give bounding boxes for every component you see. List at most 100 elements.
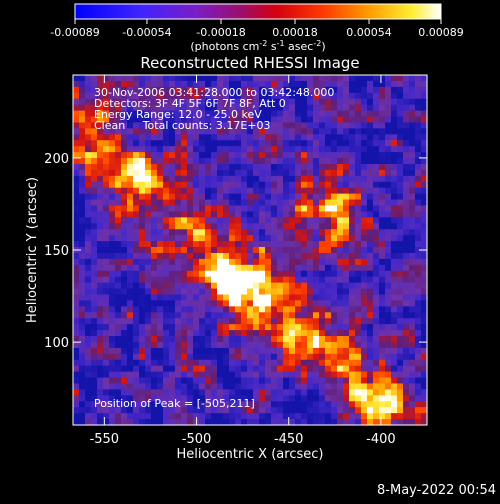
heatmap-cell [385, 377, 392, 385]
heatmap-cell [217, 146, 224, 153]
heatmap-cell [139, 140, 146, 147]
heatmap-cell [223, 306, 230, 313]
heatmap-cell [157, 122, 164, 129]
heatmap-cell [175, 128, 182, 135]
heatmap-cell [205, 134, 212, 141]
heatmap-cell [367, 211, 374, 218]
heatmap-cell [187, 247, 194, 254]
heatmap-cell [199, 134, 206, 141]
heatmap-cell [277, 258, 284, 266]
heatmap-cell [235, 341, 242, 349]
heatmap-cell [271, 365, 278, 373]
heatmap-cell [259, 395, 266, 402]
heatmap-cell [181, 181, 188, 189]
heatmap-cell [73, 199, 80, 207]
heatmap-cell [175, 419, 182, 426]
heatmap-cell [253, 264, 260, 272]
heatmap-cell [259, 347, 266, 355]
heatmap-cell [133, 377, 140, 385]
heatmap-cell [385, 252, 392, 260]
heatmap-cell [415, 419, 422, 426]
heatmap-cell [145, 86, 152, 94]
heatmap-cell [109, 92, 116, 100]
heatmap-cell [163, 175, 170, 183]
heatmap-cell [283, 336, 290, 343]
heatmap-cell [85, 187, 92, 195]
heatmap-cell [421, 294, 428, 302]
heatmap-cell [193, 86, 200, 94]
heatmap-cell [199, 217, 206, 224]
heatmap-cell [133, 98, 140, 106]
heatmap-cell [151, 413, 158, 420]
heatmap-cell [103, 300, 110, 307]
heatmap-cell [121, 223, 128, 230]
heatmap-cell [415, 98, 422, 106]
heatmap-cell [133, 75, 140, 82]
heatmap-cell [259, 336, 266, 343]
heatmap-cell [139, 365, 146, 373]
heatmap-cell [163, 223, 170, 230]
heatmap-cell [295, 163, 302, 171]
heatmap-cell [163, 395, 170, 402]
heatmap-cell [355, 288, 362, 296]
heatmap-cell [205, 282, 212, 290]
heatmap-cell [361, 282, 368, 290]
heatmap-cell [91, 247, 98, 254]
heatmap-cell [121, 86, 128, 94]
heatmap-cell [79, 98, 86, 106]
heatmap-cell [121, 347, 128, 355]
heatmap-cell [79, 140, 86, 147]
heatmap-cell [391, 235, 398, 242]
heatmap-cell [205, 306, 212, 313]
heatmap-cell [409, 276, 416, 284]
heatmap-cell [331, 413, 338, 420]
heatmap-cell [97, 193, 104, 201]
heatmap-cell [319, 229, 326, 236]
heatmap-cell [175, 235, 182, 242]
heatmap-cell [355, 264, 362, 272]
heatmap-cell [121, 128, 128, 135]
heatmap-cell [379, 205, 386, 213]
heatmap-cell [265, 318, 272, 325]
heatmap-cell [361, 169, 368, 177]
heatmap-cell [265, 187, 272, 195]
heatmap-cell [325, 110, 332, 118]
heatmap-cell [163, 407, 170, 414]
heatmap-cell [229, 187, 236, 195]
heatmap-cell [193, 276, 200, 284]
heatmap-cell [109, 181, 116, 189]
heatmap-cell [289, 116, 296, 124]
heatmap-cell [169, 134, 176, 141]
heatmap-cell [313, 247, 320, 254]
heatmap-cell [259, 359, 266, 367]
heatmap-cell [253, 98, 260, 106]
heatmap-cell [187, 146, 194, 153]
heatmap-cell [403, 223, 410, 230]
heatmap-cell [121, 152, 128, 159]
heatmap-cell [397, 377, 404, 385]
heatmap-cell [277, 347, 284, 355]
heatmap-cell [103, 223, 110, 230]
heatmap-cell [79, 110, 86, 118]
heatmap-cell [139, 312, 146, 319]
heatmap-cell [355, 128, 362, 135]
heatmap-cell [253, 211, 260, 218]
heatmap-cell [355, 110, 362, 118]
heatmap-cell [109, 353, 116, 361]
heatmap-cell [391, 163, 398, 171]
heatmap-cell [307, 110, 314, 118]
heatmap-cell [397, 75, 404, 82]
heatmap-cell [115, 282, 122, 290]
x-tick-label: -550 [90, 432, 120, 447]
heatmap-cell [109, 264, 116, 272]
heatmap-cell [139, 336, 146, 343]
heatmap-cell [379, 169, 386, 177]
heatmap-cell [217, 330, 224, 337]
heatmap-cell [379, 324, 386, 331]
heatmap-cell [295, 140, 302, 147]
heatmap-cell [127, 341, 134, 349]
heatmap-cell [109, 86, 116, 94]
heatmap-cell [73, 270, 80, 278]
heatmap-cell [307, 211, 314, 218]
heatmap-cell [265, 401, 272, 408]
